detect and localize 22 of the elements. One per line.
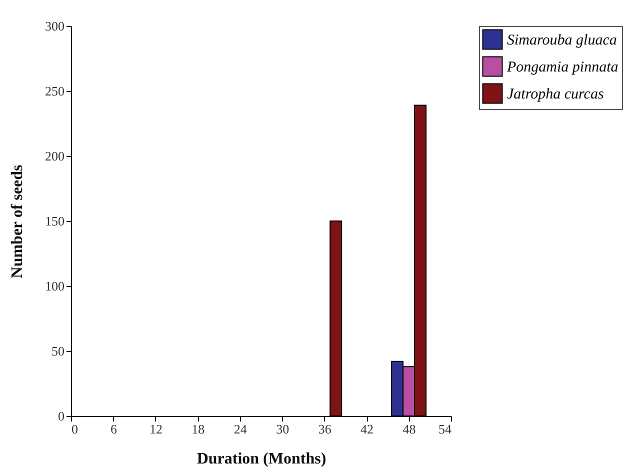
- y-tick-label: 250: [45, 84, 64, 98]
- y-axis-title: Number of seeds: [9, 164, 26, 278]
- legend-label: Simarouba gluaca: [507, 32, 617, 48]
- y-tick-label: 0: [58, 408, 64, 424]
- y-tick-label: 50: [52, 344, 64, 358]
- x-tick-label: 48: [402, 422, 416, 436]
- x-tick-label: 30: [276, 422, 290, 436]
- x-tick-label: 0: [72, 422, 78, 436]
- x-axis-title: Duration (Months): [196, 450, 326, 468]
- y-tick-label: 150: [45, 214, 64, 228]
- x-tick-label: 42: [360, 422, 374, 436]
- y-tick-label: 300: [45, 18, 64, 34]
- x-tick-label: 54: [438, 422, 452, 436]
- x-tick-label: 24: [234, 422, 248, 436]
- x-tick-label: 6: [110, 422, 118, 436]
- legend-label: Jatropha curcas: [507, 86, 604, 102]
- x-tick-label: 36: [318, 422, 332, 436]
- x-tick-label: 18: [192, 422, 205, 436]
- legend-label: Pongamia pinnata: [506, 60, 618, 76]
- y-tick-label: 200: [45, 148, 64, 164]
- y-tick-label: 100: [45, 278, 64, 294]
- x-tick-label: 12: [149, 422, 162, 436]
